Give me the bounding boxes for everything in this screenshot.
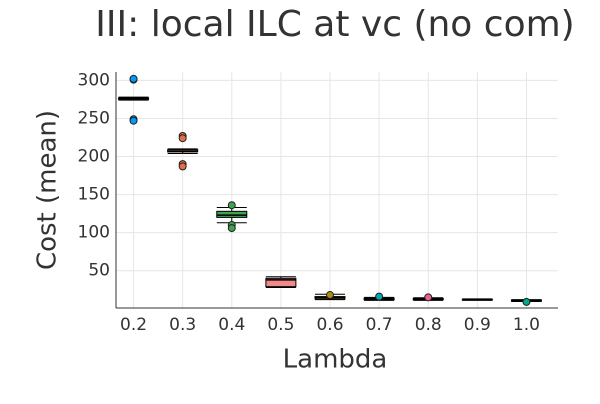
- x-tick-label: 0.5: [267, 315, 294, 335]
- x-tick-label: 0.9: [464, 315, 491, 335]
- y-tick-label: 50: [88, 261, 110, 281]
- x-tick-label: 1.0: [513, 315, 540, 335]
- outlier: [129, 74, 138, 83]
- outlier: [178, 134, 187, 143]
- y-tick-label: 150: [78, 185, 110, 205]
- outlier: [227, 224, 236, 233]
- x-tick-label: 0.2: [120, 315, 147, 335]
- outlier: [129, 116, 138, 125]
- x-tick-label: 0.6: [316, 315, 343, 335]
- box: [265, 277, 297, 288]
- chart-title: III: local ILC at vc (no com): [95, 4, 574, 45]
- x-tick-label: 0.3: [169, 315, 196, 335]
- x-tick-label: 0.8: [415, 315, 442, 335]
- x-tick-label: 0.7: [366, 315, 393, 335]
- outlier: [375, 292, 384, 301]
- outlier: [227, 201, 236, 210]
- y-axis-label: Cost (mean): [33, 110, 63, 270]
- x-tick-label: 0.4: [218, 315, 245, 335]
- outlier: [326, 291, 334, 300]
- box: [216, 210, 248, 218]
- y-tick-label: 300: [78, 70, 110, 90]
- outlier: [522, 297, 531, 306]
- x-axis-label: Lambda: [283, 345, 388, 375]
- y-tick-label: 250: [78, 108, 110, 128]
- outlier: [178, 162, 187, 171]
- outlier: [424, 293, 433, 302]
- y-tick-label: 200: [78, 147, 110, 167]
- y-tick-label: 100: [78, 223, 110, 243]
